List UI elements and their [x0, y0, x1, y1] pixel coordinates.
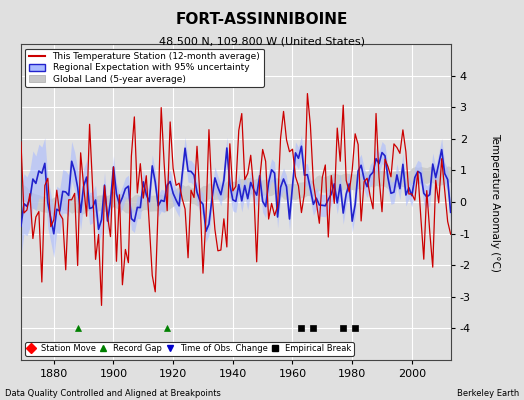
Text: FORT-ASSINNIBOINE: FORT-ASSINNIBOINE — [176, 12, 348, 27]
Text: Berkeley Earth: Berkeley Earth — [456, 389, 519, 398]
Text: Data Quality Controlled and Aligned at Breakpoints: Data Quality Controlled and Aligned at B… — [5, 389, 221, 398]
Y-axis label: Temperature Anomaly (°C): Temperature Anomaly (°C) — [490, 132, 500, 272]
Text: 48.500 N, 109.800 W (United States): 48.500 N, 109.800 W (United States) — [159, 36, 365, 46]
Legend: Station Move, Record Gap, Time of Obs. Change, Empirical Break: Station Move, Record Gap, Time of Obs. C… — [25, 342, 354, 356]
